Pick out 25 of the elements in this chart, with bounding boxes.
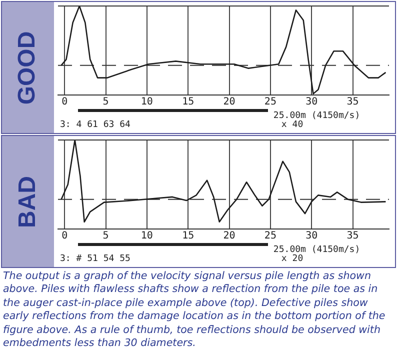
text: 3: 4 61 63 64 bbox=[60, 120, 130, 130]
x-tick-label: 15 bbox=[182, 230, 194, 242]
x-tick-label: 25 bbox=[264, 230, 276, 242]
text: 3: # 51 54 55 bbox=[60, 254, 130, 264]
x-tick-label: 10 bbox=[140, 230, 153, 242]
text: 25.00m (4150m/s) bbox=[273, 244, 360, 255]
text: x 40 bbox=[281, 120, 304, 130]
x-tick-label: 0 bbox=[62, 230, 68, 242]
x-tick-label: 30 bbox=[306, 230, 318, 242]
text: x 20 bbox=[281, 254, 304, 264]
x-tick-label: 25 bbox=[264, 96, 276, 108]
text: BAD bbox=[14, 176, 42, 228]
text: GOOD bbox=[14, 30, 42, 104]
text: 25.00m (4150m/s) bbox=[273, 110, 360, 121]
x-tick-label: 35 bbox=[346, 96, 359, 108]
x-tick-label: 10 bbox=[140, 96, 153, 108]
x-tick-label: 20 bbox=[223, 230, 236, 242]
text: The output is a graph of the velocity signal versus pile length as shown above. Piles with flawless shafts show a reflection from the pile toe as in the auger cast-in-place pile example above (top). Defective piles show early reflections from the damage location as in the bottom portion of the figure above. As a rule of thumb, toe reflections should be observed with embedments less than 30 diameters. bbox=[2, 269, 386, 350]
x-tick-label: 20 bbox=[223, 96, 236, 108]
x-tick-label: 5 bbox=[102, 230, 109, 242]
x-tick-label: 35 bbox=[346, 230, 359, 242]
x-tick-label: 15 bbox=[182, 96, 194, 108]
x-tick-label: 30 bbox=[306, 96, 318, 108]
x-tick-label: 0 bbox=[62, 96, 68, 108]
x-tick-label: 5 bbox=[102, 96, 109, 108]
